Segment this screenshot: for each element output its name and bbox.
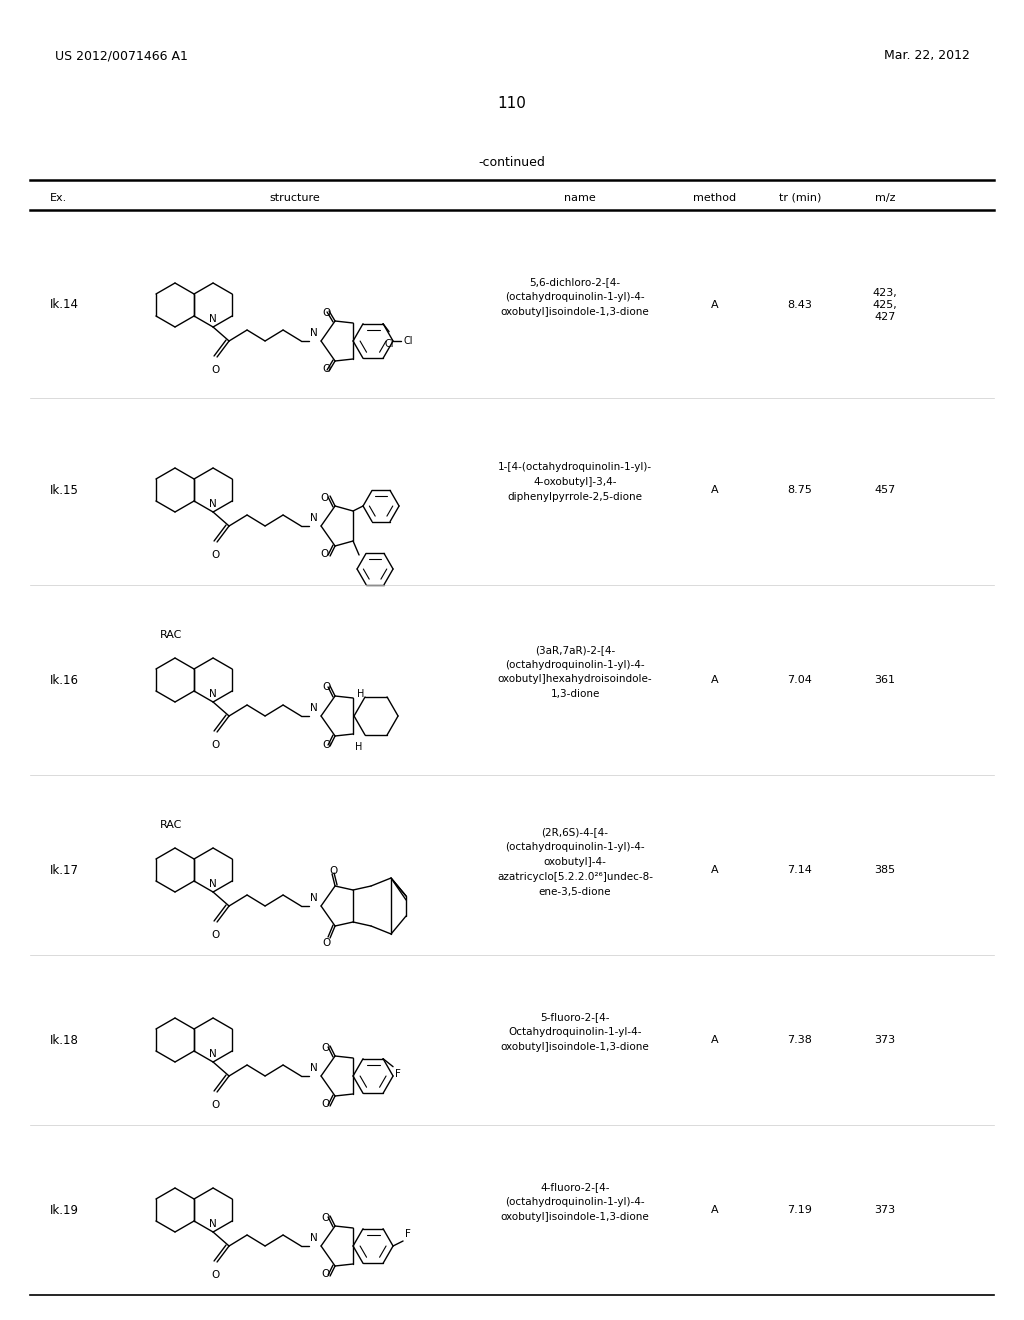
Text: O: O: [323, 364, 331, 374]
Text: N: N: [209, 1218, 217, 1229]
Text: 4-fluoro-2-[4-
(octahydroquinolin-1-yl)-4-
oxobutyl]isoindole-1,3-dione: 4-fluoro-2-[4- (octahydroquinolin-1-yl)-…: [501, 1183, 649, 1222]
Text: O: O: [321, 549, 329, 558]
Text: O: O: [321, 492, 329, 503]
Text: Ik.17: Ik.17: [50, 863, 79, 876]
Text: O: O: [322, 1269, 330, 1279]
Text: N: N: [209, 879, 217, 888]
Text: 110: 110: [498, 95, 526, 111]
Text: O: O: [323, 939, 331, 948]
Text: 457: 457: [874, 484, 896, 495]
Text: O: O: [322, 1213, 330, 1224]
Text: 423,
425,
427: 423, 425, 427: [872, 288, 897, 322]
Text: N: N: [310, 894, 317, 903]
Text: (2R,6S)-4-[4-
(octahydroquinolin-1-yl)-4-
oxobutyl]-4-
azatricyclo[5.2.2.0²⁶]und: (2R,6S)-4-[4- (octahydroquinolin-1-yl)-4…: [497, 828, 653, 896]
Text: Ik.16: Ik.16: [50, 673, 79, 686]
Text: 5,6-dichloro-2-[4-
(octahydroquinolin-1-yl)-4-
oxobutyl]isoindole-1,3-dione: 5,6-dichloro-2-[4- (octahydroquinolin-1-…: [501, 277, 649, 317]
Text: O: O: [211, 366, 219, 375]
Text: A: A: [712, 484, 719, 495]
Text: Ik.18: Ik.18: [50, 1034, 79, 1047]
Text: N: N: [310, 1063, 317, 1073]
Text: -continued: -continued: [478, 156, 546, 169]
Text: H: H: [355, 742, 362, 752]
Text: N: N: [209, 314, 217, 323]
Text: O: O: [329, 866, 337, 876]
Text: method: method: [693, 193, 736, 203]
Text: US 2012/0071466 A1: US 2012/0071466 A1: [55, 49, 187, 62]
Text: N: N: [310, 704, 317, 713]
Text: 7.04: 7.04: [787, 675, 812, 685]
Text: 7.19: 7.19: [787, 1205, 812, 1214]
Text: 373: 373: [874, 1205, 896, 1214]
Text: N: N: [209, 1049, 217, 1059]
Text: Ik.15: Ik.15: [50, 483, 79, 496]
Text: 5-fluoro-2-[4-
Octahydroquinolin-1-yl-4-
oxobutyl]isoindole-1,3-dione: 5-fluoro-2-[4- Octahydroquinolin-1-yl-4-…: [501, 1012, 649, 1052]
Text: O: O: [322, 1043, 330, 1053]
Text: N: N: [310, 1233, 317, 1243]
Text: O: O: [322, 1100, 330, 1109]
Text: Cl: Cl: [403, 337, 413, 346]
Text: 7.14: 7.14: [787, 865, 812, 875]
Text: 7.38: 7.38: [787, 1035, 812, 1045]
Text: Cl: Cl: [384, 339, 394, 348]
Text: 385: 385: [874, 865, 896, 875]
Text: N: N: [209, 499, 217, 510]
Text: 8.43: 8.43: [787, 300, 812, 310]
Text: O: O: [211, 1100, 219, 1110]
Text: O: O: [323, 308, 331, 318]
Text: O: O: [211, 931, 219, 940]
Text: 1-[4-(octahydroquinolin-1-yl)-
4-oxobutyl]-3,4-
diphenylpyrrole-2,5-dione: 1-[4-(octahydroquinolin-1-yl)- 4-oxobuty…: [498, 462, 652, 502]
Text: name: name: [564, 193, 596, 203]
Text: A: A: [712, 1205, 719, 1214]
Text: A: A: [712, 300, 719, 310]
Text: Ik.19: Ik.19: [50, 1204, 79, 1217]
Text: 361: 361: [874, 675, 896, 685]
Text: O: O: [211, 1270, 219, 1280]
Text: RAC: RAC: [160, 630, 182, 640]
Text: H: H: [357, 689, 365, 700]
Text: A: A: [712, 1035, 719, 1045]
Text: A: A: [712, 865, 719, 875]
Text: F: F: [406, 1229, 411, 1239]
Text: O: O: [211, 550, 219, 560]
Text: N: N: [310, 327, 317, 338]
Text: F: F: [395, 1069, 401, 1078]
Text: N: N: [209, 689, 217, 700]
Text: (3aR,7aR)-2-[4-
(octahydroquinolin-1-yl)-4-
oxobutyl]hexahydroisoindole-
1,3-dio: (3aR,7aR)-2-[4- (octahydroquinolin-1-yl)…: [498, 644, 652, 700]
Text: Ik.14: Ik.14: [50, 298, 79, 312]
Text: tr (min): tr (min): [779, 193, 821, 203]
Text: A: A: [712, 675, 719, 685]
Text: Mar. 22, 2012: Mar. 22, 2012: [884, 49, 970, 62]
Text: 8.75: 8.75: [787, 484, 812, 495]
Text: O: O: [323, 682, 331, 692]
Text: 373: 373: [874, 1035, 896, 1045]
Text: RAC: RAC: [160, 820, 182, 830]
Text: Ex.: Ex.: [50, 193, 68, 203]
Text: structure: structure: [269, 193, 321, 203]
Text: O: O: [323, 741, 331, 750]
Text: N: N: [310, 513, 317, 523]
Text: m/z: m/z: [874, 193, 895, 203]
Text: O: O: [211, 741, 219, 750]
